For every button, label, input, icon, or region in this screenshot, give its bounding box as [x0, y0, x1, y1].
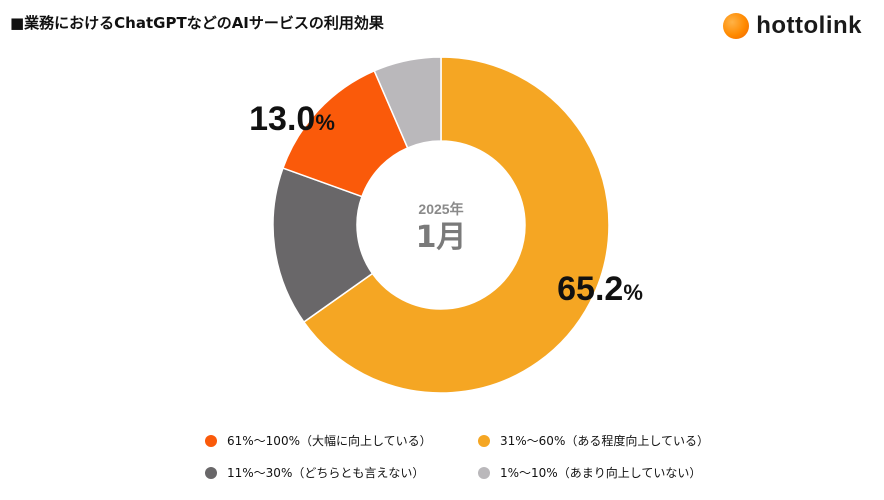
donut-slice: [302, 56, 610, 394]
logo-circle-icon: [723, 13, 750, 39]
donut-slices: [272, 56, 610, 394]
logo-text: hottolink: [756, 12, 862, 39]
donut-data-labels: 65.2% 13.0%: [249, 100, 643, 308]
slice-data-label: 65.2%: [557, 270, 643, 308]
chart-title: ■業務におけるChatGPTなどのAIサービスの利用効果: [10, 14, 384, 32]
donut-slice: [373, 56, 442, 149]
brand-logo: hottolink: [723, 12, 862, 40]
slice-data-label: 13.0%: [249, 100, 335, 138]
center-month-label: 1月: [416, 220, 467, 255]
center-year-label: 2025年: [418, 201, 463, 217]
